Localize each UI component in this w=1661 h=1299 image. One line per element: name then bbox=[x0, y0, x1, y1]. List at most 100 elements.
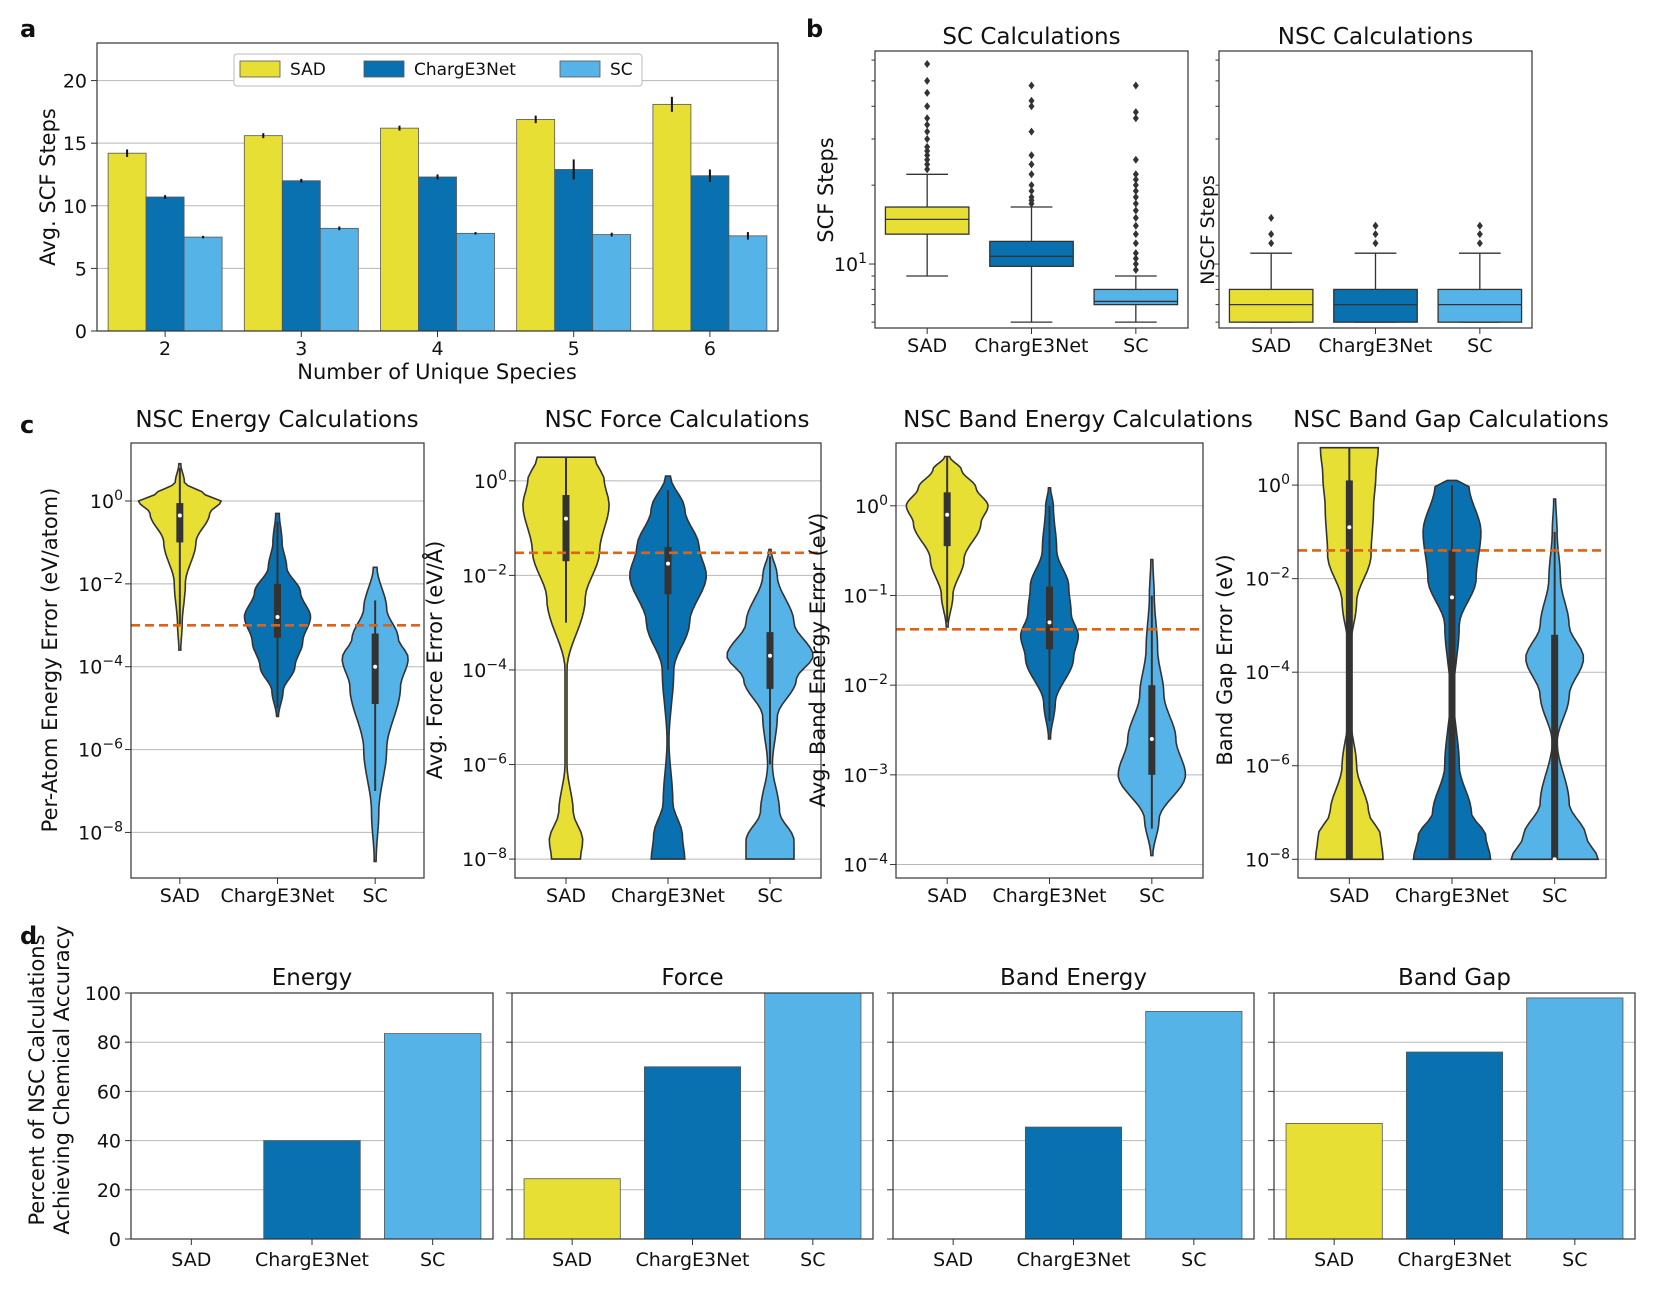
b1-box-SC bbox=[1093, 288, 1179, 306]
c4-violin-box bbox=[1448, 550, 1456, 860]
d1-ytick-label: 40 bbox=[97, 1131, 121, 1153]
b1-box-ChargE3Net bbox=[989, 240, 1074, 267]
a-bar-SC-3 bbox=[319, 227, 359, 332]
c1-violin-median bbox=[373, 664, 378, 669]
c3-ytick-label: 100 bbox=[855, 493, 888, 518]
b1-flier bbox=[1028, 170, 1035, 179]
c4-violin-median bbox=[1347, 525, 1352, 530]
c4-ytick-label: 10−6 bbox=[1245, 753, 1290, 778]
c4-title: NSC Band Gap Calculations bbox=[1293, 407, 1609, 433]
c4-xtick-label: ChargE3Net bbox=[1395, 885, 1509, 907]
b1-flier bbox=[1028, 81, 1035, 90]
b2-xtick-label: SAD bbox=[1251, 335, 1291, 357]
c1-title: NSC Energy Calculations bbox=[135, 407, 418, 433]
b1-flier bbox=[1132, 254, 1139, 263]
c1-violin-median bbox=[177, 513, 182, 518]
c3-violin-median bbox=[1149, 736, 1154, 741]
b1-flier bbox=[1132, 114, 1139, 123]
c2-violin-median bbox=[768, 653, 772, 658]
c4-violin-median bbox=[1450, 595, 1454, 600]
b1-flier bbox=[1132, 170, 1139, 179]
b1-flier bbox=[924, 127, 931, 136]
c2-axes-frame bbox=[514, 442, 822, 879]
d2-xtick-label: SAD bbox=[552, 1249, 592, 1271]
c2-xtick-label: ChargE3Net bbox=[611, 885, 725, 907]
d2-xtick-label: ChargE3Net bbox=[636, 1249, 750, 1271]
c1-ytick-label: 10−6 bbox=[78, 737, 123, 762]
c3-axes-frame bbox=[895, 442, 1204, 879]
a-bar-ChargE3Net-5 bbox=[554, 169, 594, 332]
d1-ytick-label: 80 bbox=[97, 1032, 121, 1054]
b1-ylabel: SCF Steps bbox=[814, 137, 838, 243]
c2-ylabel: Avg. Force Error (eV/Å) bbox=[421, 541, 447, 780]
c2-xtick-label: SAD bbox=[546, 885, 586, 907]
d3-xtick-label: SAD bbox=[933, 1249, 973, 1271]
d2-bar-SC bbox=[764, 992, 862, 1240]
c1-ytick-label: 10−2 bbox=[78, 571, 123, 596]
d3-bar-SC bbox=[1145, 1011, 1243, 1240]
b1-flier bbox=[1028, 160, 1035, 169]
b1-flier bbox=[924, 155, 931, 164]
c2-ytick-label: 10−4 bbox=[462, 657, 507, 682]
b1-ytick-label: 101 bbox=[834, 251, 867, 276]
b1-flier bbox=[1132, 181, 1139, 190]
a-bar-SAD-4 bbox=[380, 127, 419, 332]
d4-xtick-label: SC bbox=[1562, 1249, 1587, 1271]
b1-box-SAD bbox=[884, 206, 970, 235]
a-ylabel: Avg. SCF Steps bbox=[36, 108, 60, 266]
c2-ytick-label: 10−6 bbox=[462, 752, 507, 777]
b1-flier bbox=[1132, 193, 1139, 202]
d4-xtick-label: SAD bbox=[1314, 1249, 1354, 1271]
c4-violin-box bbox=[1551, 634, 1559, 860]
legend-label-SAD: SAD bbox=[290, 60, 326, 80]
c1-ytick-label: 10−4 bbox=[78, 654, 123, 679]
a-xtick-label: 4 bbox=[431, 338, 443, 360]
d1-ytick-label: 0 bbox=[109, 1229, 121, 1251]
b2-ylabel: NSCF Steps bbox=[1197, 175, 1219, 285]
b1-flier bbox=[1132, 230, 1139, 239]
a-bar-ChargE3Net-6 bbox=[690, 175, 730, 332]
b2-xtick-label: SC bbox=[1467, 335, 1492, 357]
legend-label-ChargE3Net: ChargE3Net bbox=[414, 60, 516, 80]
c1-axes-frame bbox=[130, 442, 425, 879]
c3-title: NSC Band Energy Calculations bbox=[903, 407, 1253, 433]
panel-label-a: a bbox=[20, 15, 36, 43]
a-ytick-label: 20 bbox=[63, 71, 87, 93]
c4-ytick-label: 100 bbox=[1257, 472, 1290, 497]
b1-flier bbox=[1132, 265, 1139, 274]
b2-box-SC bbox=[1437, 288, 1523, 323]
d3-xtick-label: ChargE3Net bbox=[1017, 1249, 1131, 1271]
a-bar-SAD-6 bbox=[652, 103, 692, 332]
c4-ylabel: Band Gap Error (eV) bbox=[1213, 554, 1237, 765]
c2-violin-box bbox=[562, 495, 570, 562]
b1-xtick-label: SC bbox=[1123, 335, 1148, 357]
c1-violin-box bbox=[371, 633, 379, 704]
b2-flier bbox=[1476, 230, 1483, 239]
b2-box-SAD bbox=[1228, 288, 1314, 323]
b1-flier bbox=[1132, 199, 1139, 208]
b1-flier bbox=[924, 165, 931, 174]
c3-ylabel: Avg. Band Energy Error (eV) bbox=[806, 513, 830, 808]
b1-flier bbox=[1028, 102, 1035, 111]
c3-violin-box bbox=[1046, 586, 1053, 650]
d4-bar-SAD bbox=[1285, 1122, 1383, 1240]
legend-swatch-ChargE3Net bbox=[363, 60, 405, 78]
b1-flier bbox=[924, 120, 931, 129]
b1-flier bbox=[1028, 186, 1035, 195]
d2-axes-frame bbox=[511, 992, 874, 1240]
d4-axes-frame bbox=[1273, 992, 1636, 1240]
a-bar-ChargE3Net-4 bbox=[418, 176, 457, 332]
b1-flier bbox=[1132, 213, 1139, 222]
d3-axes-frame bbox=[892, 992, 1255, 1240]
b1-axes-frame bbox=[874, 50, 1189, 329]
c3-violin-median bbox=[945, 512, 950, 517]
d3-xtick-label: SC bbox=[1181, 1249, 1206, 1271]
b1-flier bbox=[1132, 155, 1139, 164]
b1-flier bbox=[1028, 151, 1035, 160]
legend-label-SC: SC bbox=[610, 60, 633, 80]
b1-flier bbox=[1132, 81, 1139, 90]
a-xtick-label: 2 bbox=[159, 338, 171, 360]
c2-violin-box bbox=[664, 547, 672, 595]
b1-flier bbox=[1132, 239, 1139, 248]
